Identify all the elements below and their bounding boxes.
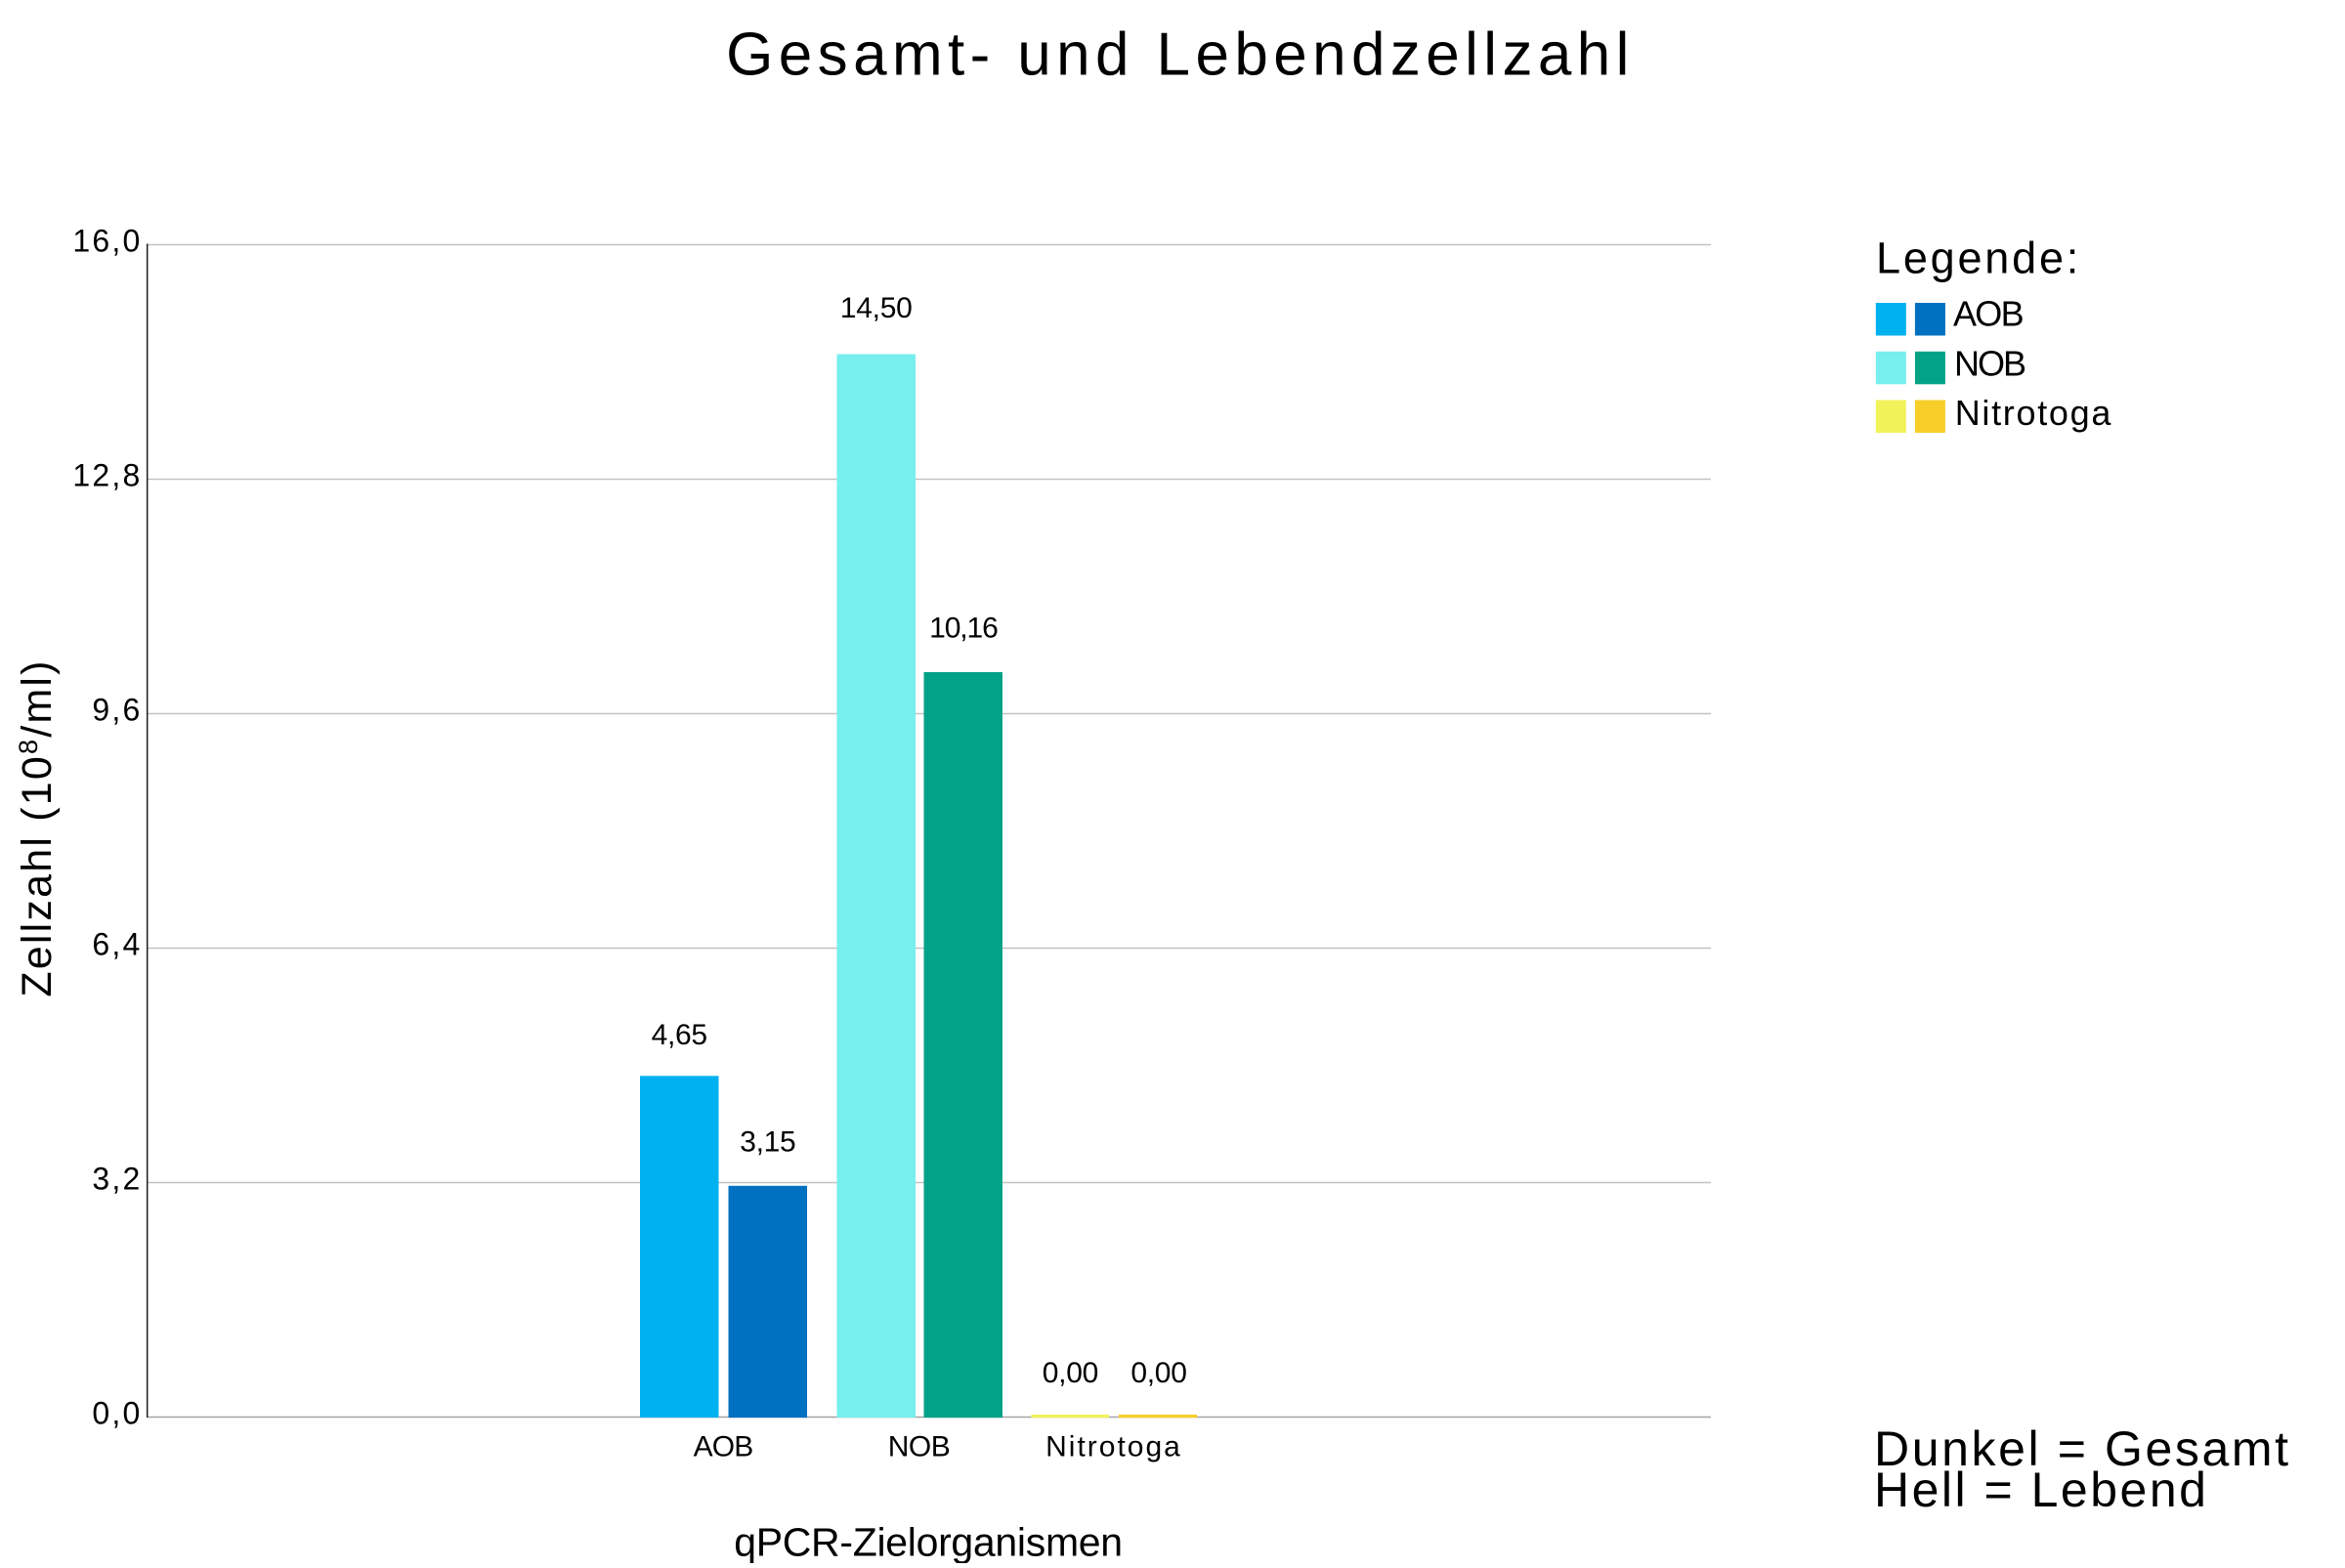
svg-text:0,00: 0,00 <box>1130 1357 1186 1389</box>
svg-text:16,0: 16,0 <box>72 224 142 259</box>
svg-text:Legende:: Legende: <box>1876 233 2081 283</box>
svg-text:3,2: 3,2 <box>92 1162 142 1197</box>
svg-text:Hell = Lebend: Hell = Lebend <box>1874 1462 2208 1517</box>
svg-text:0,0: 0,0 <box>92 1396 142 1431</box>
svg-text:Nitrotoga: Nitrotoga <box>1045 1431 1182 1463</box>
svg-text:4,65: 4,65 <box>652 1019 707 1051</box>
svg-text:14,50: 14,50 <box>840 292 913 324</box>
svg-text:9,6: 9,6 <box>92 693 142 728</box>
svg-text:12,8: 12,8 <box>72 458 142 493</box>
svg-text:Gesamt- und Lebendzellzahl: Gesamt- und Lebendzellzahl <box>726 21 1635 89</box>
svg-text:0,00: 0,00 <box>1043 1357 1098 1389</box>
svg-text:Dunkel = Gesamt: Dunkel = Gesamt <box>1874 1421 2291 1476</box>
svg-text:Nitrotoga: Nitrotoga <box>1955 393 2112 433</box>
svg-text:NOB: NOB <box>1954 344 2025 384</box>
svg-text:6,4: 6,4 <box>92 927 142 962</box>
svg-text:qPCR-Zielorganismen: qPCR-Zielorganismen <box>734 1520 1123 1564</box>
svg-text:AOB: AOB <box>694 1431 753 1463</box>
svg-text:AOB: AOB <box>1953 294 2024 334</box>
svg-text:Zellzahl (108/ml): Zellzahl (108/ml) <box>14 658 61 996</box>
svg-text:NOB: NOB <box>888 1431 951 1463</box>
svg-text:10,16: 10,16 <box>929 613 998 645</box>
svg-text:3,15: 3,15 <box>740 1126 795 1159</box>
